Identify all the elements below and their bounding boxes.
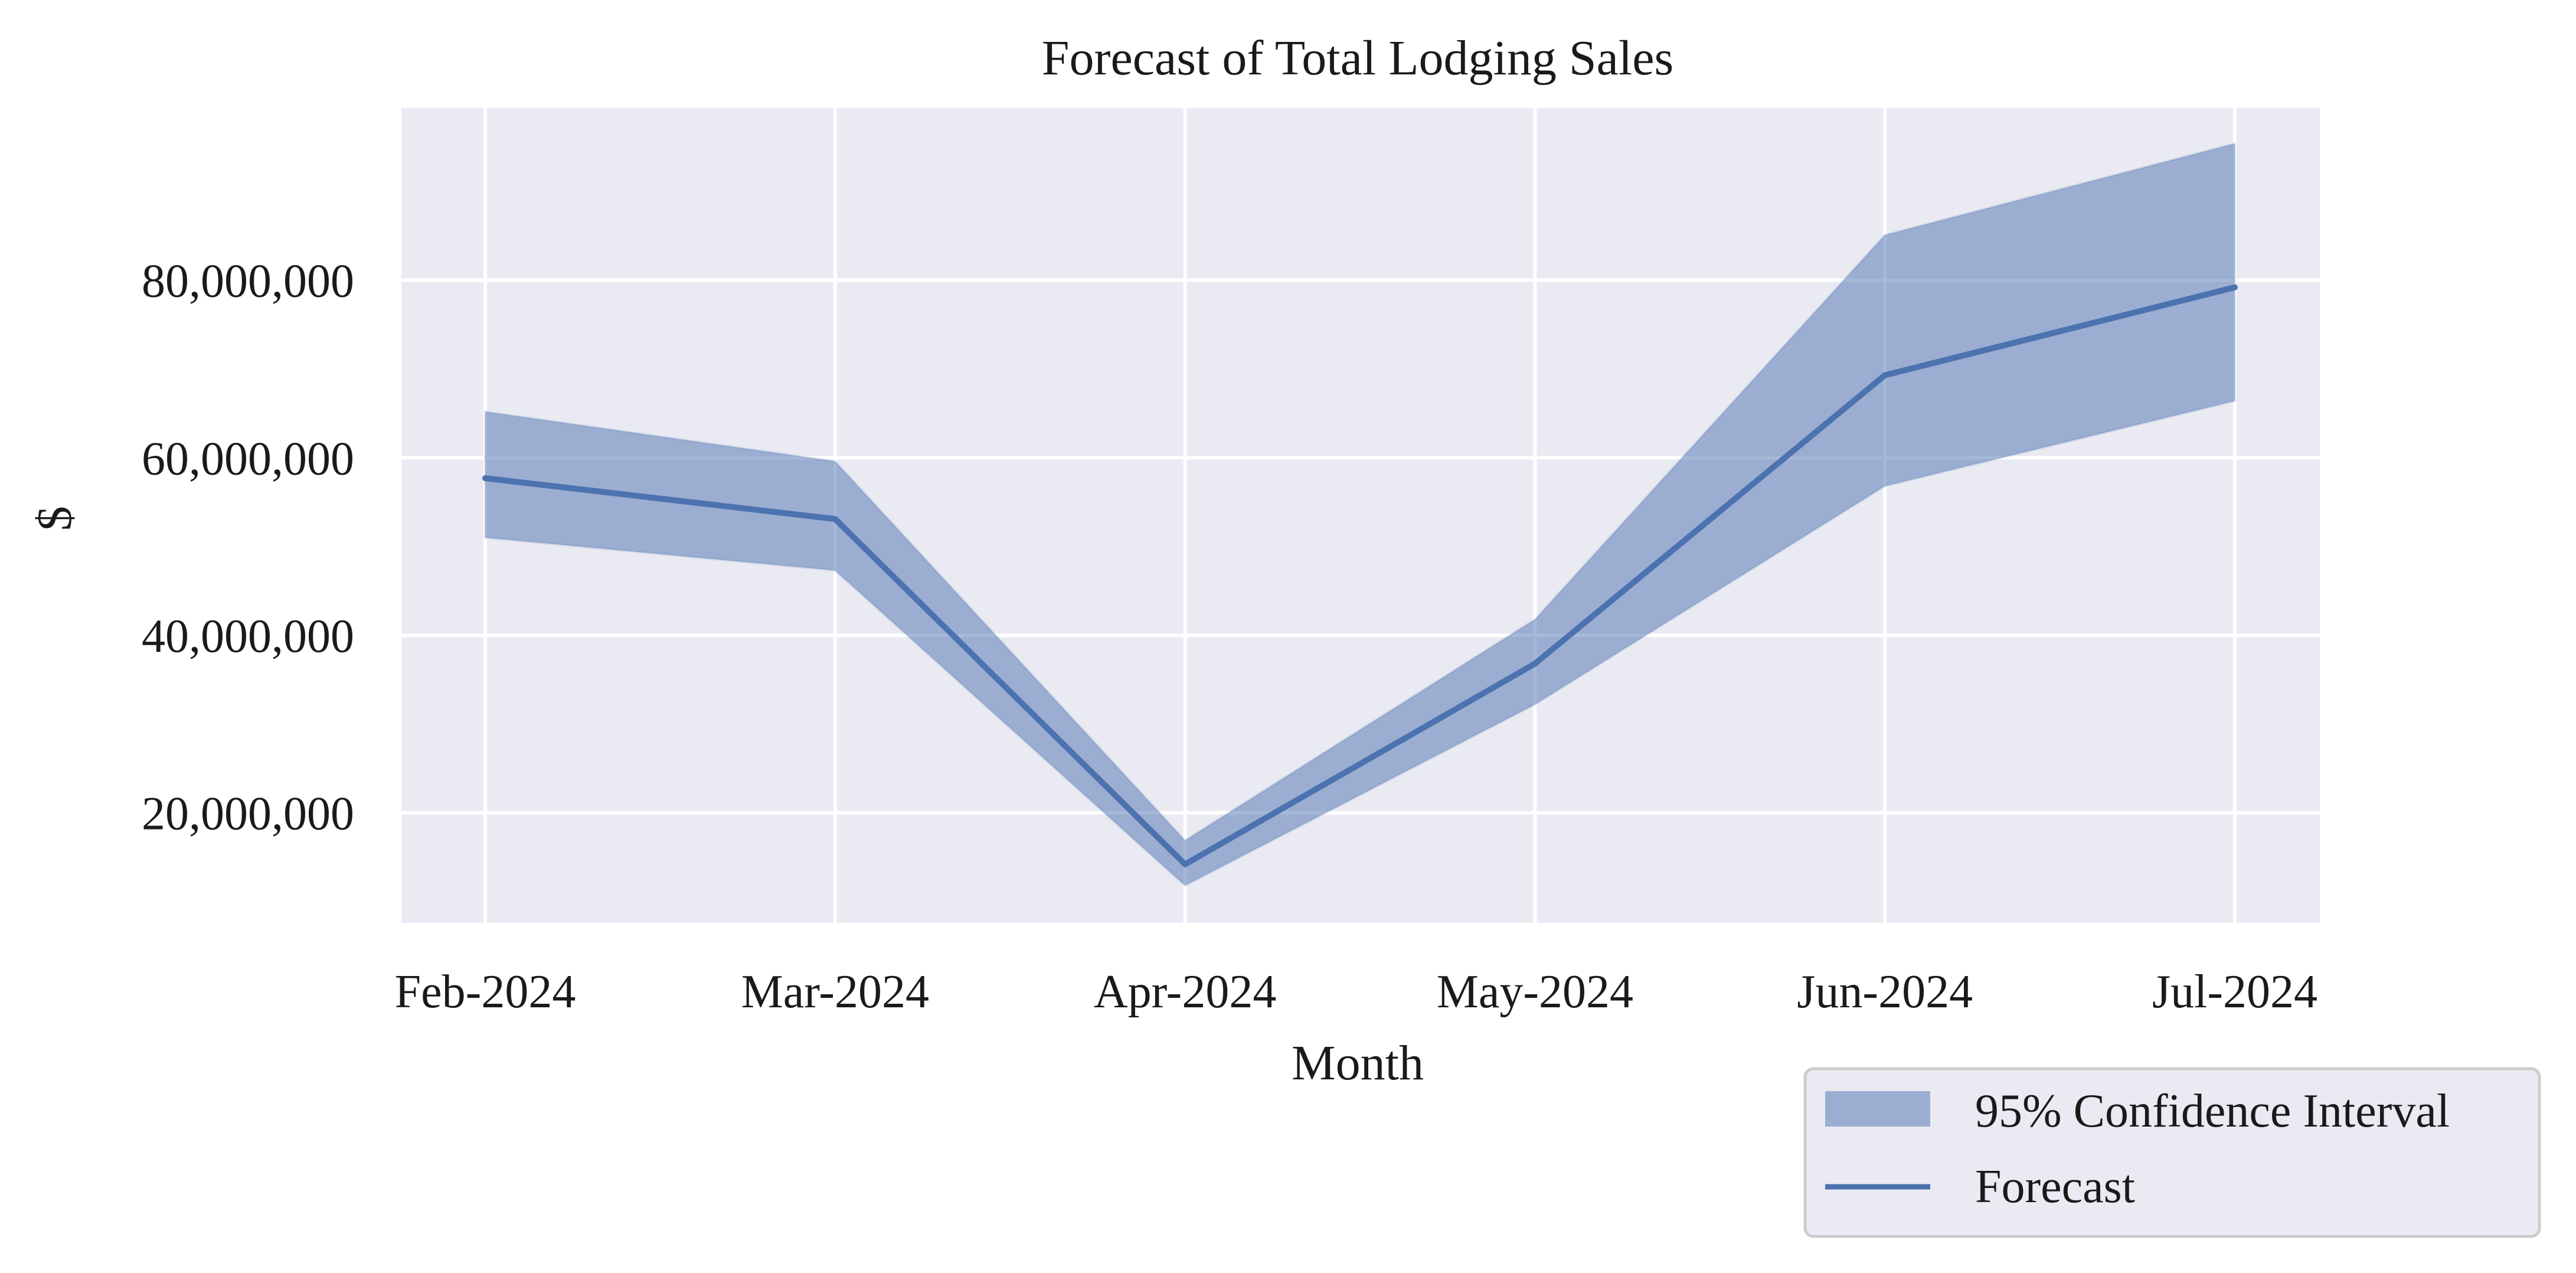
legend: 95% Confidence Interval Forecast — [1803, 1067, 2541, 1238]
legend-swatch-confidence-interval — [1825, 1091, 1930, 1127]
y-tick-label: 80,000,000 — [142, 256, 354, 308]
legend-label-forecast: Forecast — [1975, 1161, 2135, 1213]
y-tick-label: 40,000,000 — [142, 611, 354, 662]
x-tick-labels: Feb-2024 Mar-2024 Apr-2024 May-2024 Jun-2024… — [395, 966, 2317, 1018]
y-tick-label: 20,000,000 — [142, 788, 354, 840]
chart-title: Forecast of Total Lodging Sales — [1042, 31, 1673, 86]
x-tick-label: May-2024 — [1437, 966, 1633, 1018]
x-axis-label: Month — [1292, 1036, 1424, 1091]
y-axis-label: $ — [27, 506, 82, 531]
x-tick-label: Jun-2024 — [1797, 966, 1973, 1018]
x-tick-label: Mar-2024 — [741, 966, 929, 1018]
y-tick-labels: 20,000,000 40,000,000 60,000,000 80,000,000 — [142, 256, 354, 840]
x-tick-label: Feb-2024 — [395, 966, 576, 1018]
forecast-line — [482, 284, 2238, 867]
confidence-band-layer — [484, 142, 2236, 887]
legend-label-confidence-interval: 95% Confidence Interval — [1975, 1085, 2450, 1137]
confidence-interval-band — [484, 142, 2236, 887]
forecast-line-layer — [482, 284, 2238, 867]
y-tick-label: 60,000,000 — [142, 433, 354, 485]
x-tick-label: Apr-2024 — [1094, 966, 1276, 1018]
x-tick-label: Jul-2024 — [2152, 966, 2317, 1018]
legend-frame — [1803, 1067, 2541, 1238]
